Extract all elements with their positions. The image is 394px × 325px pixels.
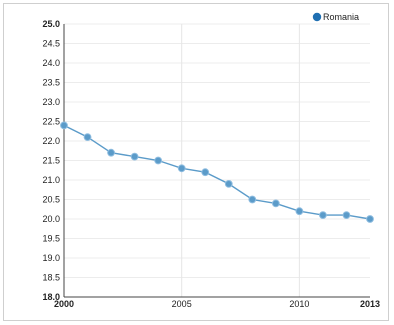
data-point <box>177 164 186 173</box>
data-point <box>342 211 351 220</box>
y-tick-label: 18.0 <box>42 292 60 302</box>
data-point <box>295 207 304 216</box>
y-tick-label: 21.5 <box>42 156 60 166</box>
y-tick-label: 23.5 <box>42 78 60 88</box>
data-point <box>107 148 115 157</box>
data-point <box>224 180 233 188</box>
x-tick-label: 2010 <box>289 299 309 309</box>
data-point <box>60 121 68 130</box>
y-tick-label: 21.0 <box>42 175 60 185</box>
x-tick-label: 2005 <box>172 299 192 309</box>
y-tick-label: 19.5 <box>42 234 60 244</box>
data-point <box>130 152 139 161</box>
y-tick-label: 24.0 <box>42 58 60 68</box>
y-tick-label: 24.5 <box>42 39 60 49</box>
data-point <box>83 133 92 142</box>
series-line-romania <box>63 124 371 220</box>
y-tick-label: 19.0 <box>42 253 60 263</box>
chart-frame <box>3 3 389 321</box>
data-point <box>201 168 210 177</box>
legend-marker <box>312 12 322 22</box>
y-tick-label: 18.5 <box>42 273 60 283</box>
data-point <box>319 211 327 220</box>
y-tick-label: 25.0 <box>42 19 60 29</box>
data-point <box>271 199 280 208</box>
y-tick-label: 20.5 <box>42 195 60 205</box>
legend-label: Romania <box>323 12 359 22</box>
y-tick-label: 22.0 <box>42 136 60 146</box>
x-tick-label: 2000 <box>54 299 74 309</box>
x-tick-label: 2013 <box>360 299 380 309</box>
y-tick-label: 23.0 <box>42 97 60 107</box>
data-point <box>366 215 374 223</box>
y-tick-label: 20.0 <box>42 214 60 224</box>
data-point <box>248 195 257 204</box>
y-tick-label: 22.5 <box>42 117 60 127</box>
data-point <box>154 156 163 165</box>
